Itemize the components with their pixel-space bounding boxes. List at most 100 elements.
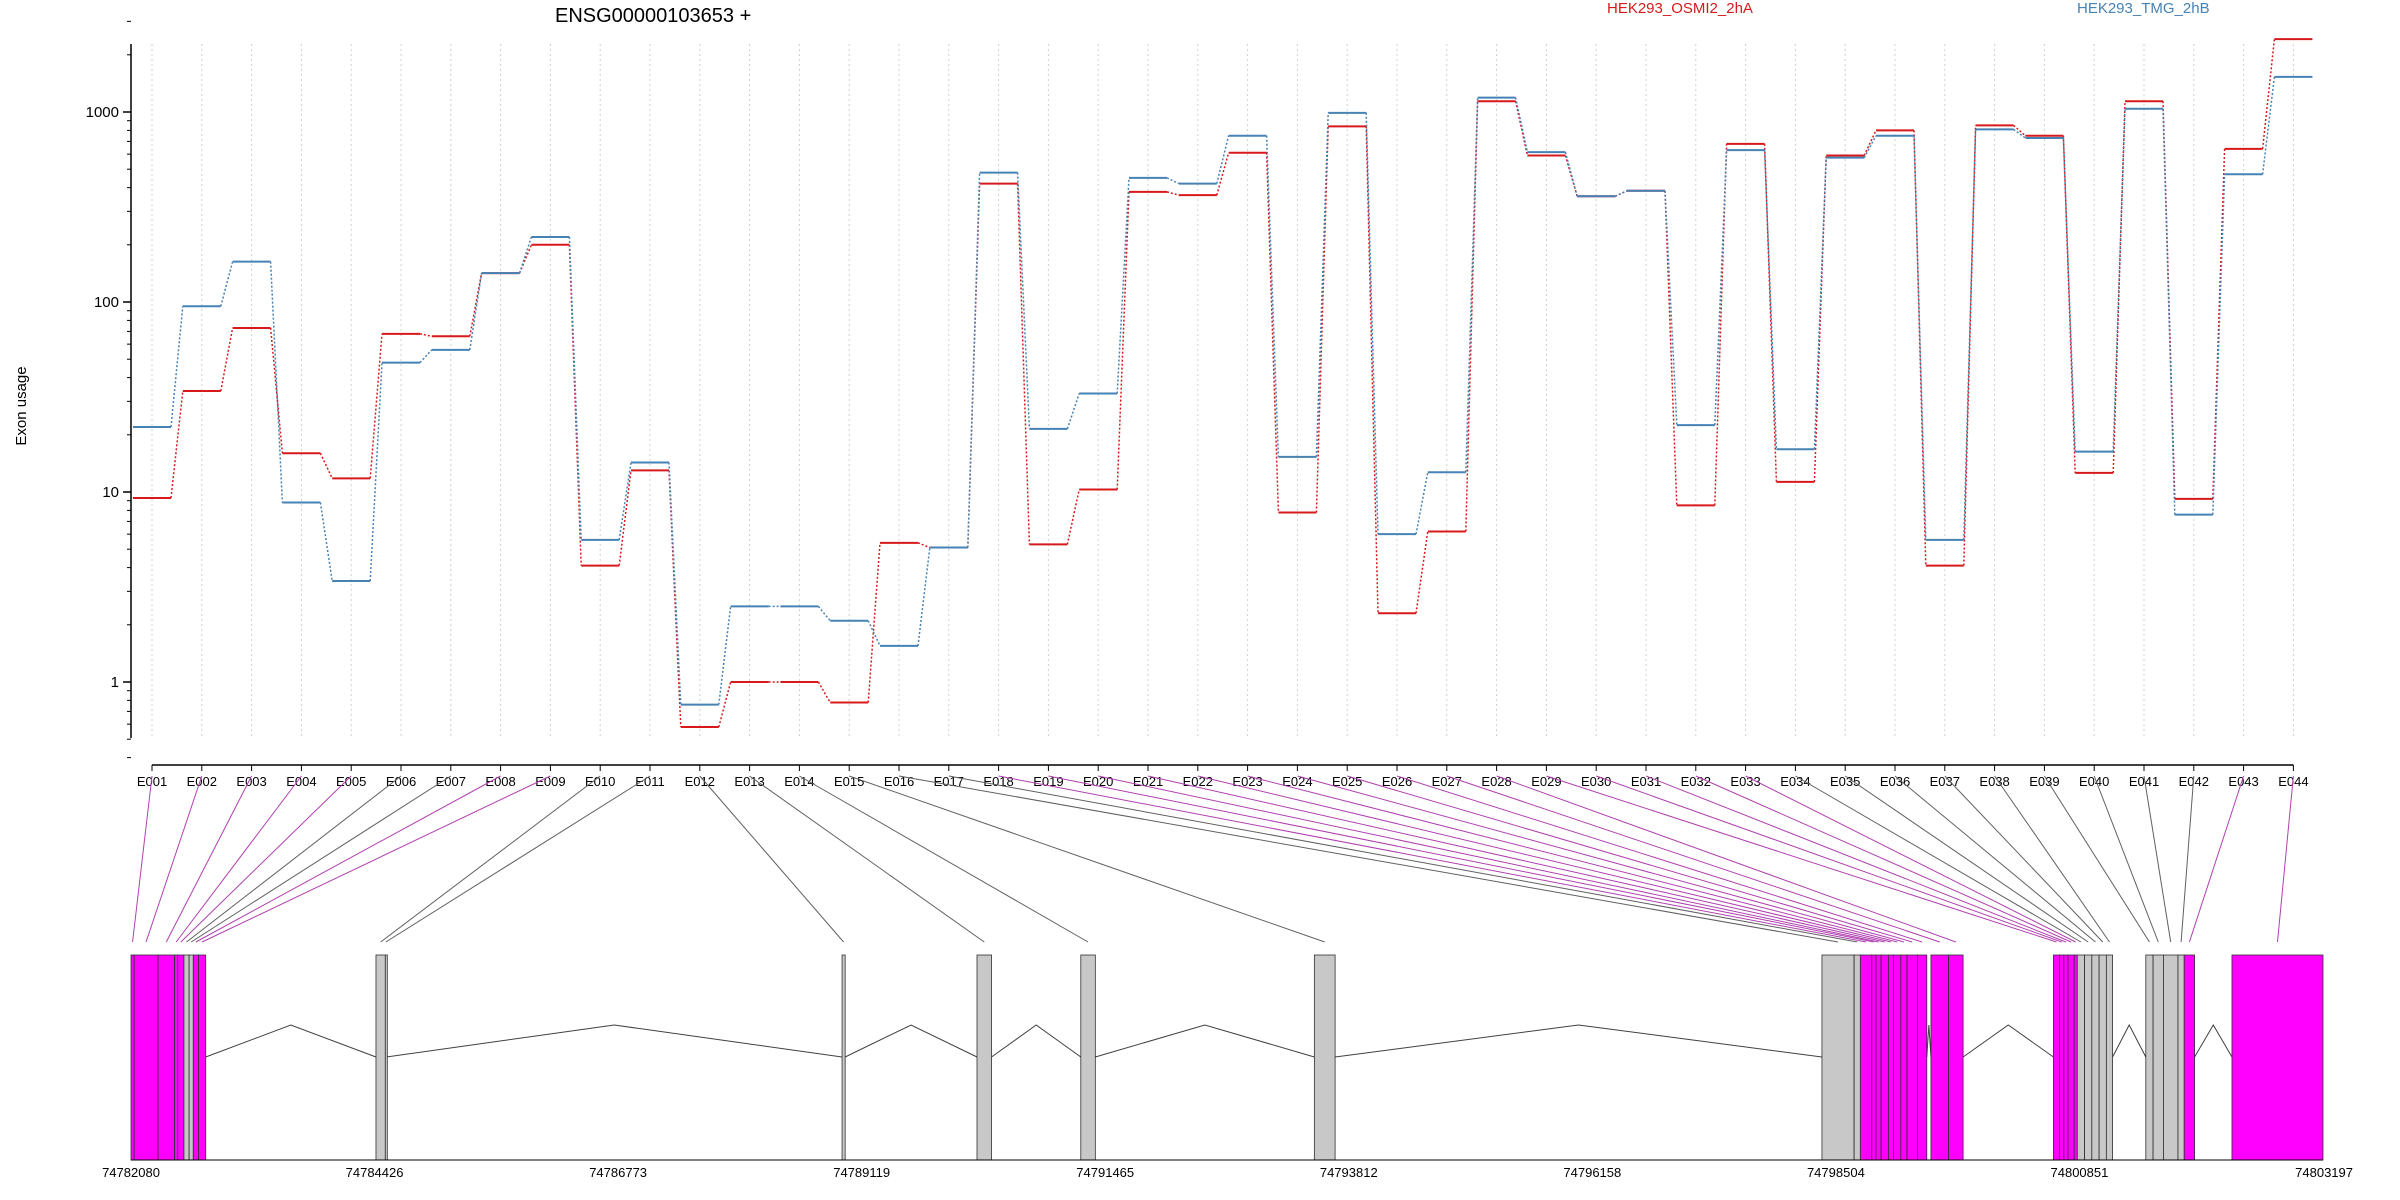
- connector-E005: [180, 775, 352, 943]
- x-tick-label-E033: E033: [1730, 774, 1760, 789]
- x-tick-label-E027: E027: [1432, 774, 1462, 789]
- x-tick-label-E026: E026: [1382, 774, 1412, 789]
- exon-E019: [1871, 954, 1877, 1161]
- series-1-connector: [419, 333, 432, 338]
- series-2-connector: [867, 620, 881, 647]
- connector-E015: [849, 775, 1325, 943]
- genomic-tick-label: 74796158: [1563, 1165, 1621, 1180]
- series-1-connector: [1714, 143, 1728, 506]
- series-2-connector: [2013, 128, 2026, 139]
- series-2-connector: [1166, 177, 1180, 185]
- series-2-connector: [1614, 190, 1628, 197]
- series-2-connector: [419, 349, 433, 364]
- genomic-tick-label: 74784426: [346, 1165, 404, 1180]
- connector-E002: [145, 775, 203, 943]
- x-tick-label-E040: E040: [2079, 774, 2109, 789]
- series-2: [133, 75, 2313, 706]
- series-2-connector: [1514, 97, 1529, 153]
- connector-E011: [385, 775, 651, 943]
- connector-E017: [948, 775, 1858, 943]
- exon-E009: [198, 954, 207, 1161]
- exon-E003: [157, 954, 175, 1161]
- series-1-connector: [1166, 191, 1180, 196]
- connector-E019: [1048, 775, 1874, 943]
- intron: [991, 1024, 1082, 1058]
- x-tick-label-E003: E003: [236, 774, 266, 789]
- connector-E037: [1944, 775, 2104, 943]
- y-tick-label: 10: [102, 484, 119, 501]
- y-tick-label: 1: [111, 674, 119, 691]
- connector-E043: [2188, 775, 2245, 943]
- series-2-connector: [618, 462, 632, 540]
- intron: [2194, 1024, 2233, 1058]
- intron: [205, 1024, 377, 1058]
- exon-E012: [841, 954, 846, 1161]
- series-2-connector: [220, 261, 234, 307]
- x-tick-label-E036: E036: [1880, 774, 1910, 789]
- y-axis-label: Exon usage: [13, 366, 30, 445]
- legend-series-1: HEK293_OSMI2_2hA: [1607, 0, 1753, 17]
- series-2-connector: [2162, 108, 2176, 515]
- x-tick-label-E028: E028: [1481, 774, 1511, 789]
- genomic-tick-label: 74791465: [1076, 1165, 1134, 1180]
- vertical-grid: [151, 44, 2294, 738]
- x-tick-label-E015: E015: [834, 774, 864, 789]
- series-1-connector: [269, 327, 284, 454]
- exon-E011: [384, 954, 388, 1161]
- connector-E016: [898, 775, 1839, 943]
- exon-E032: [2067, 954, 2075, 1161]
- intron: [2112, 1023, 2147, 1058]
- exon-E036: [2091, 954, 2100, 1161]
- genomic-tick-label: 74803197: [2295, 1165, 2353, 1180]
- connector-E004: [175, 775, 302, 943]
- exon-E006: [183, 954, 190, 1161]
- series-1-connector: [369, 333, 383, 479]
- series-1-connector: [1066, 489, 1080, 545]
- exon-E024: [1900, 954, 1908, 1161]
- genomic-tick-label: 74800851: [2051, 1165, 2109, 1180]
- genomic-axis: 74782080 74784426 74786773 74789119 74791465…: [102, 1159, 2353, 1180]
- series-1-connector: [1265, 152, 1280, 513]
- series-2-connector: [1963, 129, 1977, 540]
- x-tick-label-E038: E038: [1979, 774, 2009, 789]
- genomic-tick-label: 74798504: [1807, 1165, 1865, 1180]
- series-1-connector: [1365, 126, 1379, 614]
- connector-E023: [1247, 775, 1898, 943]
- x-tick-label-E011: E011: [635, 774, 664, 789]
- connector-E028: [1496, 775, 1957, 943]
- exon-E042: [2177, 954, 2185, 1161]
- connector-E024: [1297, 775, 1905, 943]
- exon-E014: [1080, 954, 1096, 1161]
- series-2-connector: [967, 172, 981, 548]
- connector-E014: [799, 775, 1089, 943]
- series-layer: [133, 38, 2313, 728]
- series-2-connector: [917, 547, 931, 646]
- series-2-connector: [518, 236, 533, 274]
- connector-E031: [1645, 775, 2067, 943]
- connector-E009: [201, 775, 551, 943]
- intron: [1926, 1024, 1932, 1058]
- series-2-connector: [1913, 135, 1927, 540]
- series-1-connector: [1465, 101, 1479, 532]
- series-2-connector: [1664, 190, 1678, 426]
- exon-E034: [2076, 954, 2085, 1161]
- series-2-connector: [2062, 137, 2076, 452]
- series-2-connector: [718, 606, 732, 705]
- exon-E039: [2145, 954, 2154, 1161]
- x-tick-label-E035: E035: [1830, 774, 1860, 789]
- series-2-connector: [469, 272, 483, 350]
- connector-E013: [749, 775, 985, 943]
- x-axis: E001 E002 E003 E004 E005 E006 E007 E008 E009 E010…: [137, 764, 2309, 789]
- series-2-connector: [1863, 135, 1877, 159]
- series-1-connector: [1216, 152, 1230, 196]
- series-1: [133, 38, 2313, 728]
- exon-E004: [174, 954, 179, 1161]
- exon-E002: [133, 954, 159, 1161]
- exon-E028: [1948, 954, 1964, 1161]
- x-tick-label-E006: E006: [386, 774, 416, 789]
- series-1-connector: [1813, 155, 1827, 482]
- intron: [1095, 1024, 1315, 1058]
- series-1-connector: [817, 681, 831, 703]
- series-1-connector: [1315, 126, 1329, 513]
- connector-E033: [1745, 775, 2076, 943]
